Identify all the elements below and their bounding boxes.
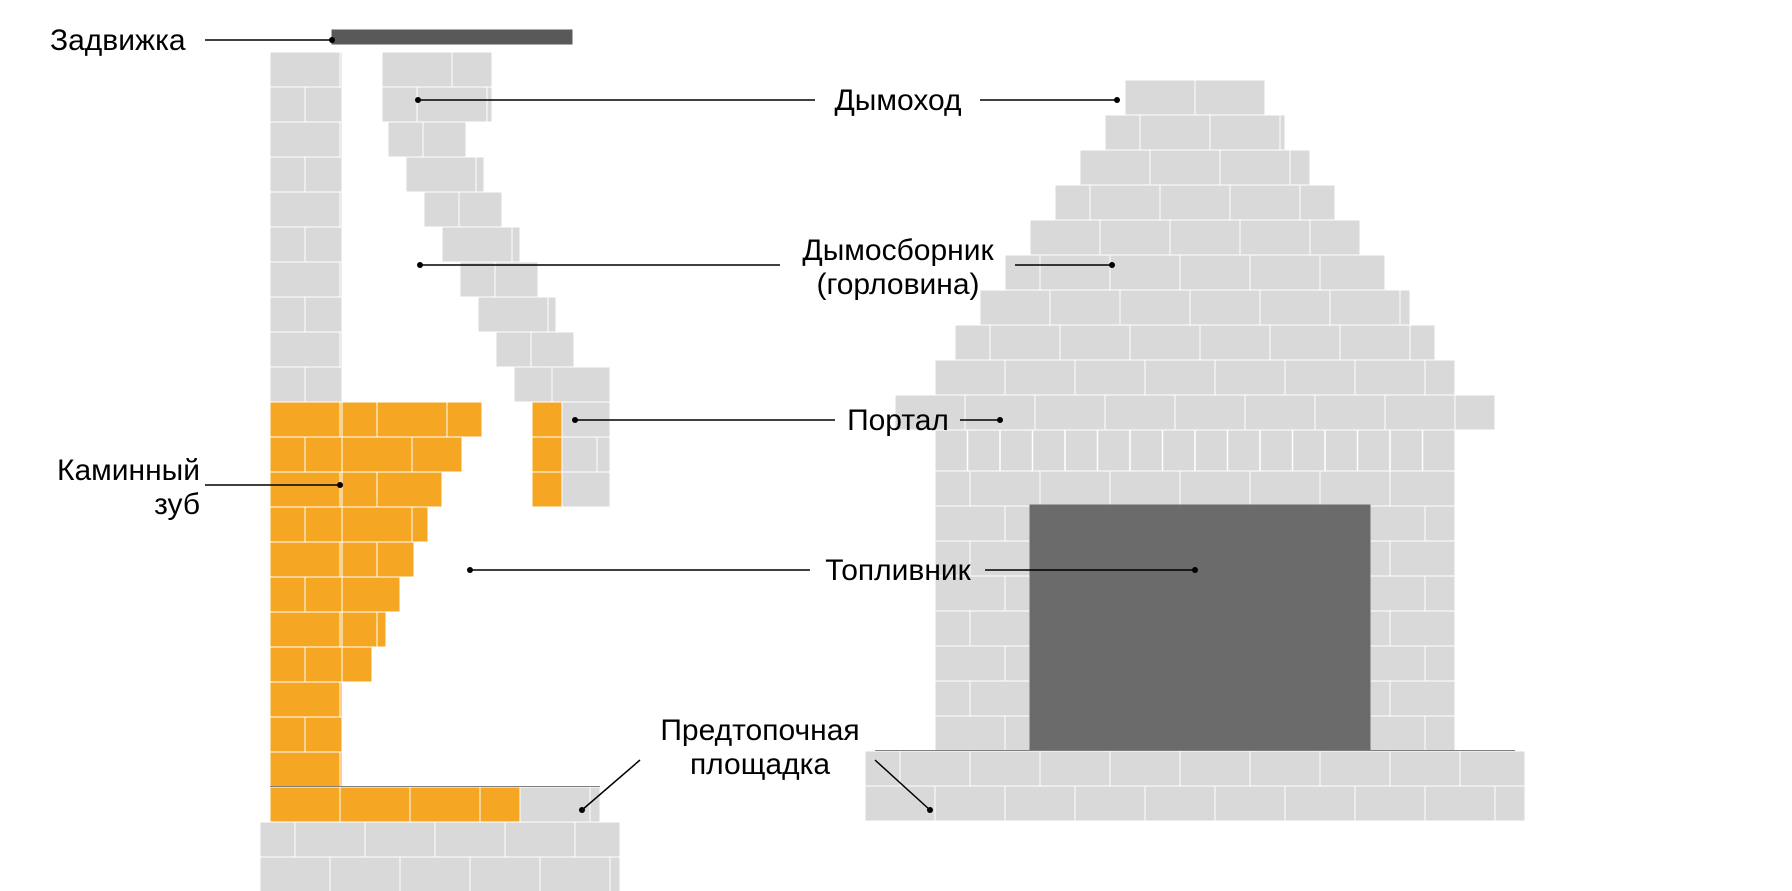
label: (горловина) [816,268,979,301]
fireplace-diagram: Задвижка Дымоход Дымосборник(горловина) Пор… [0,0,1792,891]
label-damper: Задвижка [50,24,186,57]
label-portal: Портал [847,404,949,437]
label-tooth: Каминный [57,454,200,487]
label-smoke-chamber: Дымосборник [802,234,994,267]
damper [332,30,572,44]
section-view [260,30,620,891]
label: площадка [690,748,830,781]
label-chimney: Дымоход [834,84,961,117]
leader [582,760,640,810]
label-firebox: Топливник [825,554,971,587]
firebox-opening [1030,505,1370,780]
front-view [865,80,1525,821]
label: зуб [154,488,200,521]
label-hearth: Предтопочная [660,714,859,747]
